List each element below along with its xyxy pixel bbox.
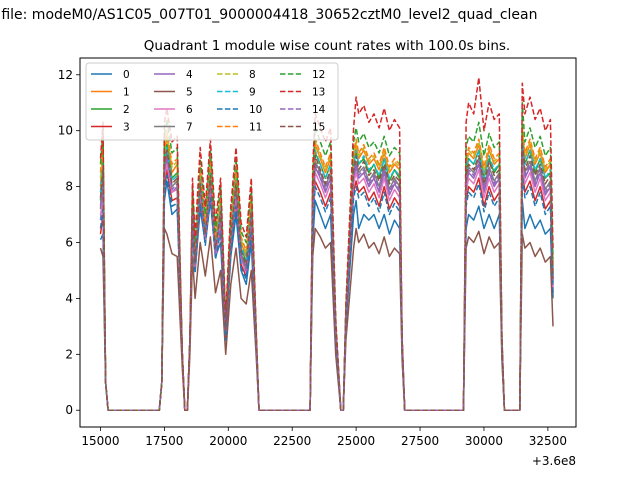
chart-title: Quadrant 1 module wise count rates with … <box>144 38 510 54</box>
x-tick-label: 17500 <box>145 434 183 448</box>
series-line-0 <box>99 180 554 411</box>
legend-label-13: 13 <box>312 87 325 99</box>
legend-label-14: 14 <box>312 104 326 116</box>
legend-label-9: 9 <box>249 87 256 99</box>
legend-label-15: 15 <box>312 122 325 134</box>
legend-label-1: 1 <box>123 87 130 99</box>
legend-label-0: 0 <box>123 69 130 81</box>
x-axis: 15000 17500 20000 22500 25000 27500 30000 32500 <box>81 427 567 448</box>
x-tick-label: 32500 <box>529 434 567 448</box>
y-tick-label: 4 <box>65 291 73 305</box>
series-line-10 <box>99 174 554 411</box>
x-tick-label: 20000 <box>209 434 247 448</box>
series-line-6 <box>99 157 554 411</box>
x-tick-label: 30000 <box>465 434 503 448</box>
x-tick-label: 15000 <box>81 434 119 448</box>
x-tick-label: 27500 <box>401 434 439 448</box>
y-tick-label: 12 <box>58 68 73 82</box>
series-line-5 <box>99 227 554 411</box>
legend-label-8: 8 <box>249 69 256 81</box>
legend-label-10: 10 <box>249 104 262 116</box>
legend-label-12: 12 <box>312 69 325 81</box>
x-tick-label: 22500 <box>273 434 311 448</box>
x-tick-label: 25000 <box>337 434 375 448</box>
y-tick-label: 2 <box>65 347 73 361</box>
y-axis: 0 2 4 6 8 10 12 <box>58 68 80 417</box>
series-line-15 <box>99 141 554 411</box>
legend-label-11: 11 <box>249 122 262 134</box>
y-tick-label: 8 <box>65 180 73 194</box>
legend-frame <box>85 62 339 141</box>
series-line-9 <box>99 135 554 411</box>
x-offset-label: +3.6e8 <box>532 454 576 468</box>
series-layer <box>99 76 554 411</box>
legend-label-2: 2 <box>123 104 130 116</box>
legend-label-3: 3 <box>123 122 130 134</box>
legend-label-6: 6 <box>186 104 193 116</box>
y-tick-label: 6 <box>65 236 73 250</box>
figure-suptitle: n file: modeM0/AS1C05_007T01_9000004418_… <box>0 7 537 23</box>
legend-label-4: 4 <box>186 69 193 81</box>
y-tick-label: 10 <box>58 124 73 138</box>
legend-label-7: 7 <box>186 122 193 134</box>
y-tick-label: 0 <box>65 403 73 417</box>
legend-label-5: 5 <box>186 87 193 99</box>
